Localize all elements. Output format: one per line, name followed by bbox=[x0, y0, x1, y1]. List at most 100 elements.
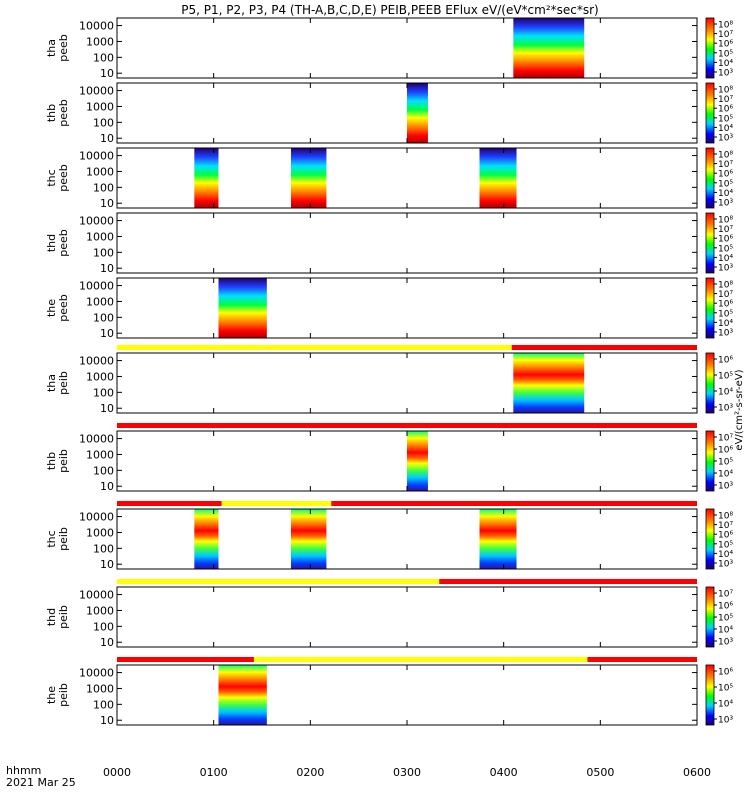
y-tick-label: 100 bbox=[93, 464, 114, 477]
time-axis-label: hhmm bbox=[6, 764, 41, 777]
date-label: 2021 Mar 25 bbox=[6, 776, 76, 789]
y-tick-label: 100 bbox=[93, 181, 114, 194]
colorbar-tick-label: 10⁶ bbox=[718, 531, 733, 541]
y-tick-label: 10 bbox=[100, 197, 114, 210]
colorbar-tick-label: 10⁶ bbox=[718, 602, 733, 612]
colorbar-tick-label: 10⁸ bbox=[718, 151, 733, 161]
panels-group: 10100100010000thapeeb10⁸10⁷10⁶10⁵10⁴10³1… bbox=[45, 17, 733, 727]
spectrogram-block bbox=[407, 83, 428, 143]
colorbar-tick-label: 10⁵ bbox=[718, 244, 733, 254]
panel-frame bbox=[116, 212, 698, 274]
status-bar-segment bbox=[587, 657, 697, 662]
y-axis-label: thepeib bbox=[45, 683, 70, 707]
y-tick-label: 10000 bbox=[79, 280, 114, 293]
y-tick-label: 100 bbox=[93, 698, 114, 711]
y-tick-label: 1000 bbox=[86, 604, 114, 617]
colorbar-tick-label: 10⁷ bbox=[718, 290, 733, 300]
time-axis: 0000 0100 0200 0300 0400 0500 0600 bbox=[103, 766, 711, 779]
colorbar-tick-label: 10⁴ bbox=[718, 189, 733, 199]
y-tick-label: 10000 bbox=[79, 20, 114, 33]
panel-frame bbox=[116, 277, 698, 339]
colorbar-tick-label: 10⁶ bbox=[718, 235, 733, 245]
colorbar-tick-label: 10⁵ bbox=[718, 114, 733, 124]
panel-thd-peib: 10 100 1000 10000 thdpeib 10⁷ 10⁶ 10⁵ 10⁴ 10³ bbox=[45, 579, 733, 649]
colorbar-tick-label: 10⁴ bbox=[718, 319, 733, 329]
colorbar-tick-label: 10⁴ bbox=[718, 124, 733, 134]
y-tick-label: 1000 bbox=[86, 295, 114, 308]
spectrogram-block bbox=[218, 665, 267, 725]
colorbar-tick-label: 10⁵ bbox=[718, 309, 733, 319]
y-tick-label: 100 bbox=[93, 311, 114, 324]
spectrogram-block bbox=[513, 353, 585, 413]
colorbar bbox=[705, 352, 715, 414]
y-axis-label: thapeib bbox=[45, 371, 70, 395]
status-bar-segment bbox=[221, 501, 332, 506]
colorbar-tick-label: 10⁵ bbox=[718, 684, 733, 694]
colorbar-tick-label: 10⁸ bbox=[718, 21, 733, 31]
colorbar-tick-label: 10⁸ bbox=[718, 216, 733, 226]
y-tick-label: 100 bbox=[93, 542, 114, 555]
colorbar-tick-label: 10⁸ bbox=[718, 86, 733, 96]
colorbar-tick-label: 10⁷ bbox=[718, 434, 733, 444]
colorbar-tick-label: 10⁷ bbox=[718, 95, 733, 105]
colorbar bbox=[705, 212, 715, 274]
spectrogram-block bbox=[194, 509, 219, 569]
colorbar-tick-label: 10⁵ bbox=[718, 49, 733, 59]
colorbar-tick-label: 10⁶ bbox=[718, 300, 733, 310]
y-tick-label: 1000 bbox=[86, 370, 114, 383]
colorbar-tick-label: 10⁵ bbox=[718, 372, 733, 382]
colorbar-tick-label: 10⁷ bbox=[718, 225, 733, 235]
panel-tha-peib: 10 100 1000 10000 thapeib 10⁶ 10⁵ 10⁴ 10³ bbox=[45, 345, 733, 415]
colorbar-tick-label: 10⁶ bbox=[718, 105, 733, 115]
y-tick-label: 10 bbox=[100, 636, 114, 649]
panel-the-peib: 10 100 1000 10000 thepeib 10⁶ 10⁵ 10⁴ 10³ bbox=[45, 657, 733, 727]
y-tick-label: 10 bbox=[100, 714, 114, 727]
spectrogram-block bbox=[291, 509, 327, 569]
status-bar-segment bbox=[117, 657, 254, 662]
colorbar bbox=[705, 17, 715, 79]
y-tick-label: 1000 bbox=[86, 165, 114, 178]
y-axis-label: thcpeib bbox=[45, 527, 70, 551]
spectrogram-block bbox=[291, 148, 327, 208]
colorbar-tick-label: 10⁴ bbox=[718, 388, 733, 398]
y-tick-label: 10000 bbox=[79, 667, 114, 680]
x-tick-label: 0000 bbox=[103, 766, 131, 779]
colorbar-tick-label: 10⁴ bbox=[718, 700, 733, 710]
y-tick-label: 10 bbox=[100, 262, 114, 275]
y-tick-label: 10 bbox=[100, 67, 114, 80]
colorbar-tick-label: 10⁶ bbox=[718, 356, 733, 366]
status-bar-segment bbox=[439, 579, 697, 584]
colorbar-tick-label: 10⁸ bbox=[718, 281, 733, 291]
spectrogram-block bbox=[218, 278, 267, 338]
status-bar-segment bbox=[511, 345, 697, 350]
y-tick-label: 10 bbox=[100, 480, 114, 493]
panel-frame bbox=[116, 352, 698, 414]
colorbar-tick-label: 10⁴ bbox=[718, 550, 733, 560]
colorbar-tick-label: 10⁶ bbox=[718, 170, 733, 180]
colorbar bbox=[705, 277, 715, 339]
colorbar-tick-label: 10⁵ bbox=[718, 540, 733, 550]
colorbar bbox=[705, 664, 715, 726]
colorbar-tick-label: 10³ bbox=[718, 404, 733, 414]
colorbar-tick-label: 10⁴ bbox=[718, 470, 733, 480]
colorbar bbox=[705, 430, 715, 492]
y-tick-label: 10000 bbox=[79, 150, 114, 163]
colorbar-tick-label: 10³ bbox=[718, 264, 733, 274]
y-tick-label: 100 bbox=[93, 246, 114, 259]
colorbar-tick-label: 10⁴ bbox=[718, 59, 733, 69]
panel-frame bbox=[116, 586, 698, 648]
colorbar-tick-label: 10³ bbox=[718, 199, 733, 209]
colorbar-tick-label: 10⁸ bbox=[718, 512, 733, 522]
y-tick-label: 10 bbox=[100, 402, 114, 415]
y-axis-label: thbpeib bbox=[45, 449, 70, 473]
spectrogram-block bbox=[479, 509, 517, 569]
status-bar-segment bbox=[117, 345, 512, 350]
spectrogram-block bbox=[407, 431, 428, 491]
y-tick-label: 1000 bbox=[86, 526, 114, 539]
panel-frame bbox=[116, 17, 698, 79]
y-tick-label: 100 bbox=[93, 386, 114, 399]
colorbar bbox=[705, 508, 715, 570]
